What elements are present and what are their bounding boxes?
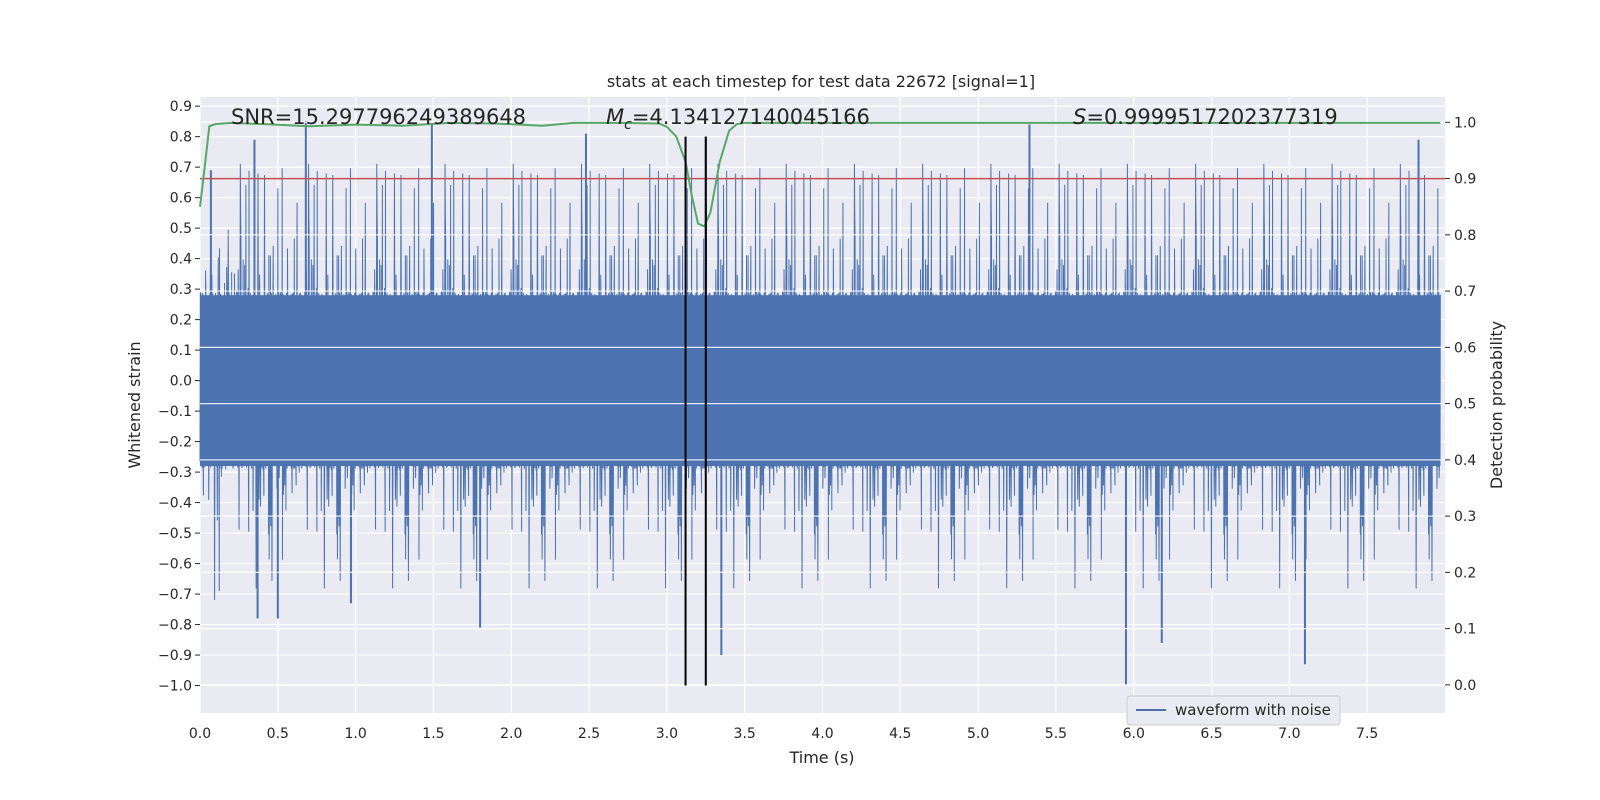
annotation-snr: SNR=15.297796249389648 [231, 105, 526, 129]
y-tick-label: 0.1 [170, 343, 192, 359]
x-tick-label: 0.5 [267, 726, 289, 742]
x-tick-label: 7.5 [1356, 726, 1378, 742]
y-tick-label: −0.7 [158, 587, 192, 603]
y-tick-label: −0.4 [158, 496, 192, 512]
x-tick-label: 0.0 [189, 726, 211, 742]
chart-title: stats at each timestep for test data 226… [607, 72, 1035, 91]
x-tick-label: 3.5 [734, 726, 756, 742]
annotation-mc-subscript: c [624, 117, 632, 133]
x-tick-label: 1.0 [344, 726, 366, 742]
right-y-tick-label: 0.4 [1454, 453, 1476, 469]
y-tick-label: 0.2 [170, 313, 192, 329]
right-y-tick-label: 0.5 [1454, 397, 1476, 413]
legend-label: waveform with noise [1175, 701, 1331, 719]
y-tick-label: −0.8 [158, 618, 192, 634]
x-tick-label: 4.5 [889, 726, 911, 742]
x-tick-label: 7.0 [1278, 726, 1300, 742]
right-y-tick-label: 0.0 [1454, 678, 1476, 694]
probability-line [199, 121, 1441, 228]
waveform-series [199, 121, 1441, 686]
right-y-tick-label: 0.1 [1454, 622, 1476, 638]
right-y-tick-label: 0.7 [1454, 284, 1476, 300]
y-tick-label: 0.0 [170, 374, 192, 390]
legend-box [1126, 695, 1341, 726]
x-tick-label: 2.5 [578, 726, 600, 742]
annotation-mc-text: =4.134127140045166 [632, 105, 870, 129]
annotation-s: S=0.9999517202377319 [1073, 105, 1338, 129]
annotation-mc-symbol: M [606, 105, 624, 129]
x-tick-label: 5.5 [1045, 726, 1067, 742]
y-tick-label: 0.6 [170, 191, 192, 207]
y-tick-label: 0.9 [170, 99, 192, 115]
y-tick-label: 0.7 [170, 160, 192, 176]
x-tick-label: 6.0 [1123, 726, 1145, 742]
y-axis-title: Whitened strain [125, 341, 144, 468]
y-tick-label: 0.5 [170, 221, 192, 237]
axes-ticks: 0.0 0.5 1.0 1.5 2.0 2.5 3.0 3.5 4.0 4.5 5.0 5.5 6.0 6… [158, 99, 1476, 742]
x-tick-label: 1.5 [422, 726, 444, 742]
y-tick-label: −0.5 [158, 526, 192, 542]
right-axis-title: Detection probability [1487, 321, 1506, 489]
y-tick-label: −0.2 [158, 435, 192, 451]
x-tick-label: 4.0 [811, 726, 833, 742]
right-y-tick-label: 1.0 [1454, 115, 1476, 131]
annotation-mc: Mc=4.134127140045166 [606, 105, 870, 133]
y-tick-label: −0.9 [158, 648, 192, 664]
y-tick-label: −0.3 [158, 465, 192, 481]
right-y-tick-label: 0.3 [1454, 509, 1476, 525]
y-tick-label: 0.4 [170, 252, 192, 268]
y-tick-label: 0.8 [170, 130, 192, 146]
y-tick-label: −1.0 [158, 679, 192, 695]
x-tick-label: 2.0 [500, 726, 522, 742]
annotation-s-symbol: S [1073, 105, 1086, 129]
y-tick-label: −0.1 [158, 404, 192, 420]
waveform-core [200, 295, 1441, 466]
right-y-tick-label: 0.2 [1454, 565, 1476, 581]
x-tick-label: 6.5 [1200, 726, 1222, 742]
x-tick-label: 3.0 [656, 726, 678, 742]
right-y-tick-label: 0.6 [1454, 340, 1476, 356]
y-tick-label: −0.6 [158, 557, 192, 573]
x-tick-label: 5.0 [967, 726, 989, 742]
overlay [199, 121, 1445, 686]
y-tick-label: 0.3 [170, 282, 192, 298]
x-axis-title: Time (s) [788, 748, 854, 767]
annotation-s-text: =0.9999517202377319 [1086, 105, 1337, 129]
right-y-tick-label: 0.9 [1454, 172, 1476, 188]
annotation-snr-text: SNR=15.297796249389648 [231, 105, 526, 129]
right-y-tick-label: 0.8 [1454, 228, 1476, 244]
legend: waveform with noise [1126, 695, 1341, 726]
